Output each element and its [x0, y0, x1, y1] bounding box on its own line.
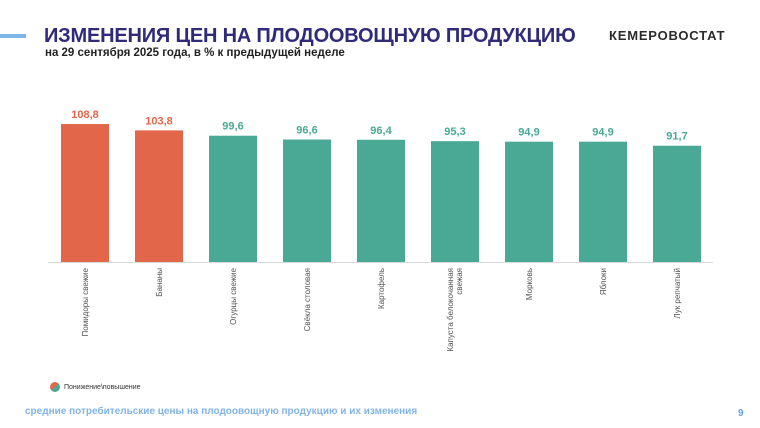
data-label-1: 108,8 [71, 109, 99, 121]
bar-4 [283, 139, 331, 262]
svg-text:Лук репчатый: Лук репчатый [673, 268, 682, 319]
category-label-6: Капуста белокочаннаясвежая [446, 268, 464, 352]
data-label-7: 94,9 [518, 127, 539, 139]
svg-text:Морковь: Морковь [525, 268, 534, 300]
bar-6 [431, 141, 479, 262]
page-number: 9 [738, 408, 744, 419]
data-label-6: 95,3 [444, 126, 465, 138]
svg-text:Помидоры свежие: Помидоры свежие [81, 267, 90, 336]
data-label-3: 99,6 [222, 121, 243, 133]
category-label-2: Бананы [155, 268, 164, 297]
legend-swatch-icon [50, 382, 60, 392]
category-label-4: Свёкла столовая [303, 268, 312, 331]
bar-9 [653, 145, 701, 262]
category-label-3: Огурцы свежие [229, 267, 238, 324]
svg-text:Бананы: Бананы [155, 268, 164, 297]
footer-caption: средние потребительские цены на плодоово… [25, 406, 418, 417]
category-label-5: Картофель [377, 268, 386, 309]
data-label-9: 91,7 [666, 131, 687, 143]
bar-7 [505, 141, 553, 262]
legend-label: Понижение\повышение [64, 383, 141, 391]
brand-logo: КЕМЕРОВОСТАТ [609, 28, 726, 43]
svg-text:Картофель: Картофель [377, 268, 386, 309]
data-label-5: 96,4 [370, 125, 392, 137]
svg-text:Яблоки: Яблоки [599, 268, 608, 295]
svg-text:Огурцы свежие: Огурцы свежие [229, 267, 238, 324]
category-label-1: Помидоры свежие [81, 267, 90, 336]
accent-line [0, 34, 26, 38]
bar-3 [209, 135, 257, 262]
category-label-9: Лук репчатый [673, 268, 682, 319]
category-label-7: Морковь [525, 268, 534, 300]
page-title: ИЗМЕНЕНИЯ ЦЕН НА ПЛОДООВОЩНУЮ ПРОДУКЦИЮ [44, 25, 576, 47]
bar-5 [357, 139, 405, 262]
bar-2 [135, 130, 183, 262]
page-subtitle: на 29 сентября 2025 года, в % к предыдущ… [45, 47, 345, 59]
bar-1 [61, 124, 109, 263]
legend: Понижение\повышение [50, 382, 141, 392]
data-label-2: 103,8 [145, 115, 173, 127]
bar-8 [579, 141, 627, 262]
data-label-8: 94,9 [592, 127, 613, 139]
svg-text:Свёкла столовая: Свёкла столовая [303, 268, 312, 331]
category-label-8: Яблоки [599, 268, 608, 295]
data-label-4: 96,6 [296, 125, 317, 137]
svg-text:Капуста белокочаннаясвежая: Капуста белокочаннаясвежая [446, 268, 464, 352]
